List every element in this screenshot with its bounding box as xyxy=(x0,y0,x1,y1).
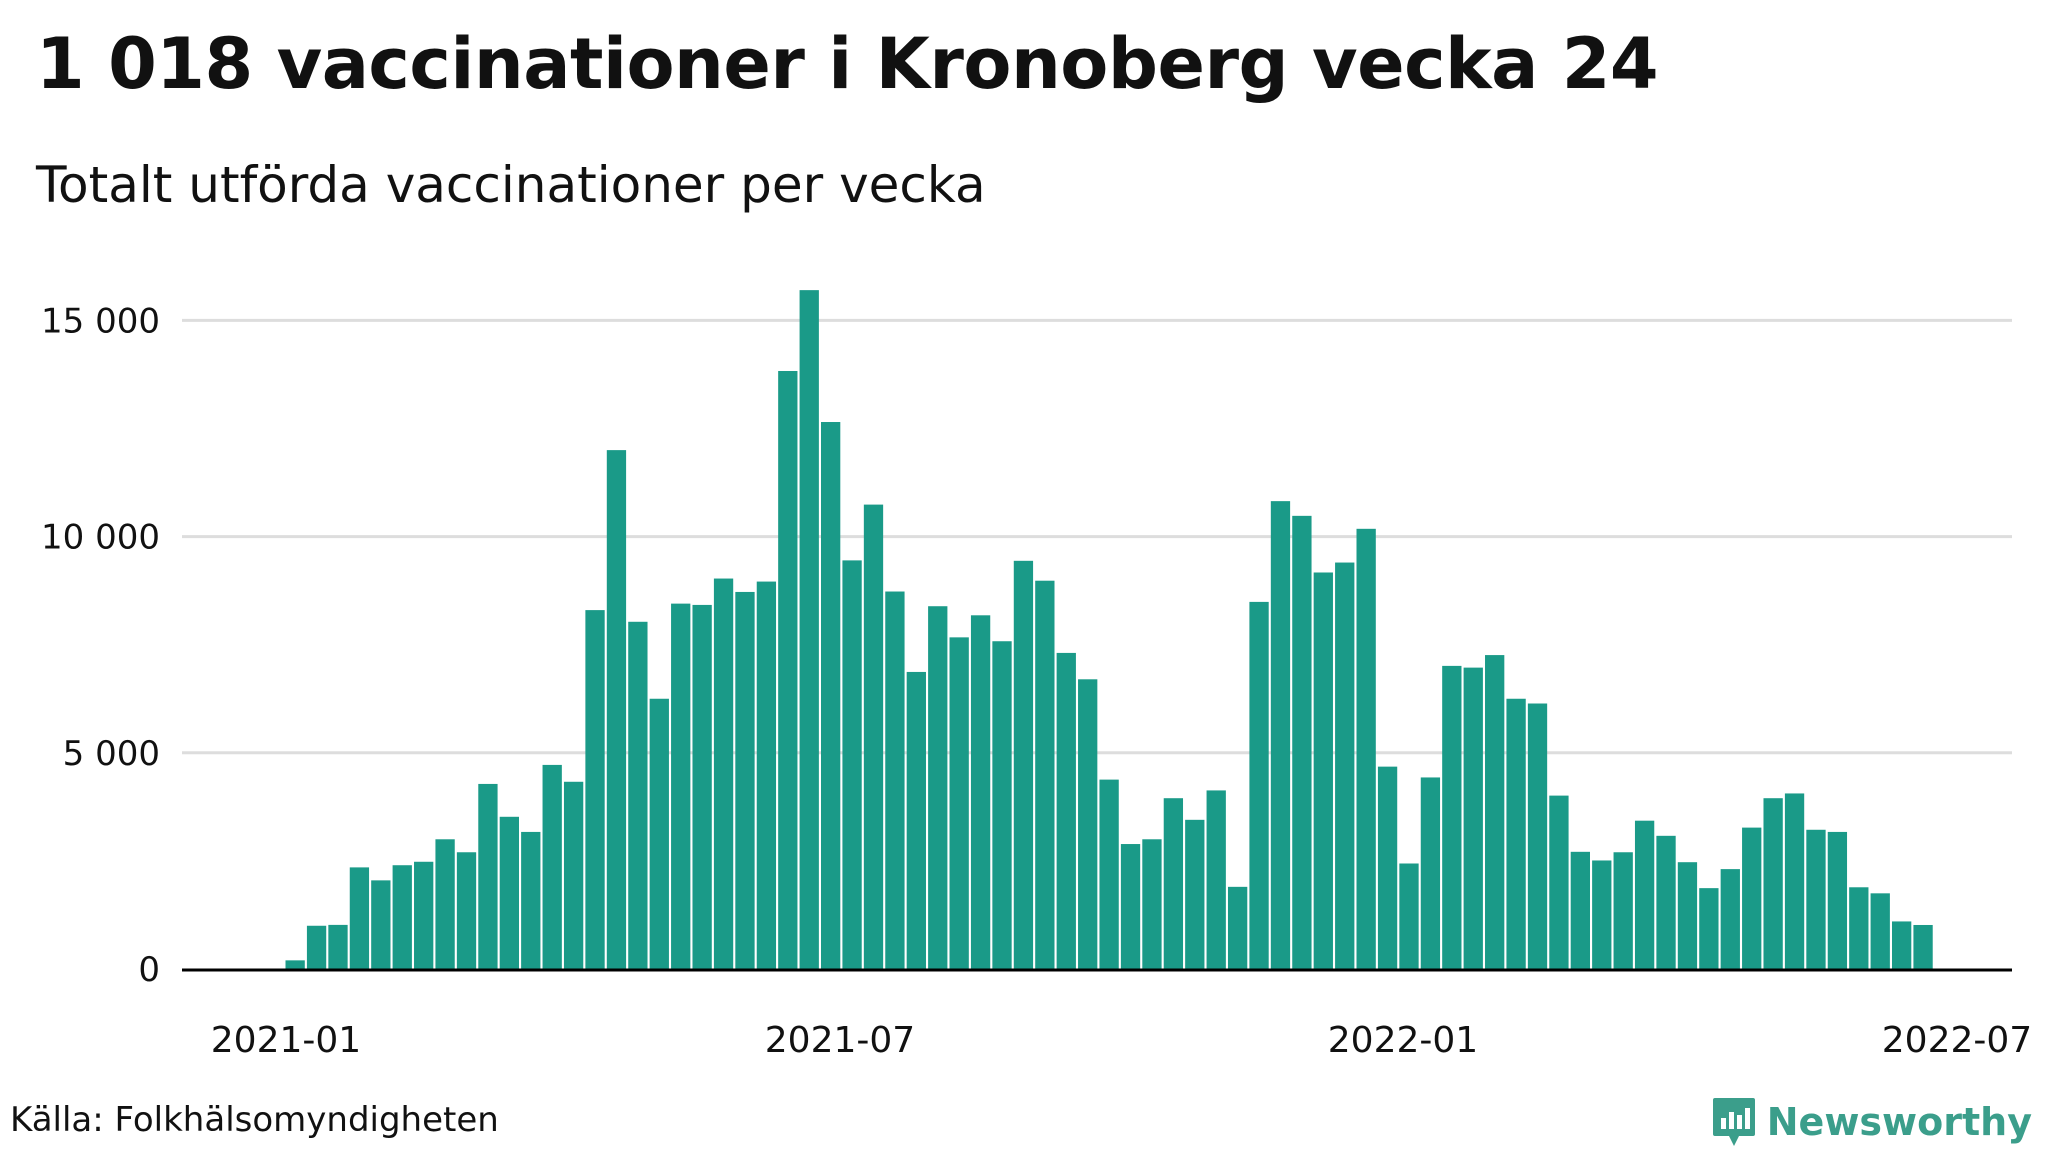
bar xyxy=(1592,860,1612,969)
bar xyxy=(1463,667,1483,969)
bar xyxy=(285,960,305,969)
bar xyxy=(392,865,412,969)
bars xyxy=(285,290,1933,970)
bar xyxy=(1249,601,1269,969)
bar xyxy=(1442,665,1462,969)
chart-subtitle: Totalt utförda vaccinationer per vecka xyxy=(36,156,986,214)
bar xyxy=(349,867,370,969)
bar xyxy=(992,641,1012,969)
bar xyxy=(949,637,969,969)
x-tick-label: 2022-07 xyxy=(1882,1020,2032,1061)
x-tick-label: 2021-07 xyxy=(765,1020,915,1061)
bar xyxy=(1742,827,1762,969)
bar xyxy=(1827,831,1848,969)
bar xyxy=(671,603,691,969)
bar xyxy=(863,504,884,969)
bar xyxy=(1892,921,1912,969)
bar xyxy=(1120,844,1141,969)
x-tick-label: 2022-01 xyxy=(1328,1020,1478,1061)
bar xyxy=(1656,835,1676,969)
bar xyxy=(1377,766,1398,969)
bar xyxy=(1570,851,1590,969)
bar xyxy=(1527,703,1548,969)
bar xyxy=(1485,655,1505,969)
bar xyxy=(1870,893,1890,969)
bar xyxy=(692,604,712,969)
bar xyxy=(1677,862,1698,969)
bar xyxy=(906,671,926,969)
bar xyxy=(606,450,627,969)
bar xyxy=(1099,779,1119,969)
bar xyxy=(456,852,477,969)
bar xyxy=(970,615,991,969)
bar xyxy=(1292,515,1312,969)
bar xyxy=(1806,829,1826,969)
bar xyxy=(1163,798,1184,969)
bar xyxy=(435,839,455,969)
bar xyxy=(735,591,755,969)
bar xyxy=(1763,798,1783,969)
bar xyxy=(414,861,434,969)
x-axis-ticks: 2021-01 2021-07 2022-01 2022-07 xyxy=(211,1020,2032,1061)
bar xyxy=(328,924,348,969)
newsworthy-logo: Newsworthy xyxy=(1711,1096,2032,1148)
bar xyxy=(1356,528,1376,969)
chart-title: 1 018 vaccinationer i Kronoberg vecka 24 xyxy=(36,23,1659,105)
bar xyxy=(1035,580,1055,969)
bar xyxy=(1078,679,1098,969)
bar xyxy=(306,925,327,969)
bar xyxy=(1420,777,1441,969)
bar xyxy=(628,621,648,969)
bar xyxy=(778,370,798,969)
bar xyxy=(371,880,391,969)
bar xyxy=(1056,652,1076,969)
bar xyxy=(1613,852,1633,969)
bar xyxy=(756,581,777,969)
y-tick-label: 5 000 xyxy=(63,734,160,774)
y-tick-label: 15 000 xyxy=(41,301,160,341)
bar xyxy=(542,764,562,969)
bar-chart: 0 5 000 10 000 15 000 2021-01 2021-07 2022-01… xyxy=(41,290,2032,1061)
bar xyxy=(1206,790,1226,969)
bar xyxy=(1399,863,1419,969)
bar xyxy=(1142,839,1162,969)
bar xyxy=(499,816,519,969)
bar xyxy=(799,290,819,970)
bar xyxy=(1270,501,1291,969)
bar xyxy=(1313,572,1333,969)
bar xyxy=(928,606,948,969)
bar xyxy=(1849,887,1869,969)
y-axis-ticks: 0 5 000 10 000 15 000 xyxy=(41,301,160,990)
bar xyxy=(1013,560,1034,969)
bar xyxy=(649,698,669,969)
bar xyxy=(1335,562,1355,969)
brand-name: Newsworthy xyxy=(1766,1100,2032,1144)
bar xyxy=(713,578,734,969)
bar xyxy=(1185,819,1205,969)
bar xyxy=(1549,795,1569,969)
bar xyxy=(1720,869,1740,969)
bar xyxy=(842,560,862,969)
newsworthy-icon xyxy=(1712,1098,1755,1146)
bar xyxy=(585,610,605,969)
source-note: Källa: Folkhälsomyndigheten xyxy=(10,1100,499,1140)
bar xyxy=(821,422,841,969)
bar xyxy=(1784,793,1805,969)
y-tick-label: 10 000 xyxy=(41,518,160,558)
bar xyxy=(521,831,541,969)
bar xyxy=(563,781,584,969)
bar xyxy=(478,783,498,969)
bar xyxy=(1506,698,1526,969)
bar xyxy=(1699,888,1719,969)
bar xyxy=(885,591,905,969)
bar xyxy=(1227,886,1248,969)
y-tick-label: 0 xyxy=(138,950,160,990)
bar xyxy=(1913,924,1933,969)
x-tick-label: 2021-01 xyxy=(211,1020,361,1061)
bar xyxy=(1634,820,1655,969)
